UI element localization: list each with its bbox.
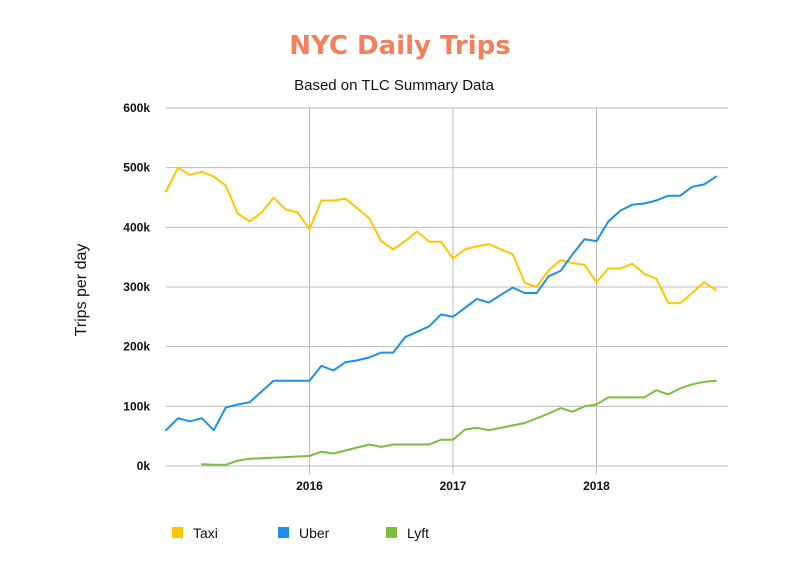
y-tick-label: 200k (123, 340, 150, 354)
grid (166, 107, 728, 474)
chart-title: NYC Daily Trips (289, 31, 510, 61)
legend-item-lyft: Lyft (386, 525, 429, 541)
x-axis-ticks: 2016 2017 2018 (296, 479, 610, 493)
chart-subtitle: Based on TLC Summary Data (294, 77, 494, 94)
y-tick-label: 100k (123, 399, 150, 413)
legend-swatch (278, 527, 289, 538)
x-tick-label: 2018 (583, 479, 610, 493)
series-line-lyft (200, 379, 717, 466)
y-axis-ticks: 0k 100k 200k 300k 400k 500k 600k (123, 101, 150, 473)
y-tick-label: 400k (123, 220, 150, 234)
legend-swatch (172, 527, 183, 538)
legend-item-uber: Uber (278, 525, 330, 541)
legend-label: Taxi (193, 525, 218, 541)
y-tick-label: 300k (123, 280, 150, 294)
legend-label: Uber (299, 525, 330, 541)
x-tick-label: 2017 (440, 479, 467, 493)
x-tick-label: 2016 (296, 479, 323, 493)
series-line-uber (165, 175, 717, 432)
legend-label: Lyft (407, 525, 429, 541)
series-line-taxi (165, 166, 717, 305)
y-tick-label: 500k (123, 161, 150, 175)
y-tick-label: 0k (137, 459, 151, 473)
legend-item-taxi: Taxi (172, 525, 218, 541)
legend: Taxi Uber Lyft (172, 525, 429, 541)
legend-swatch (386, 527, 397, 538)
y-axis-label: Trips per day (73, 244, 90, 337)
series-lines (165, 166, 717, 466)
y-tick-label: 600k (123, 101, 150, 115)
